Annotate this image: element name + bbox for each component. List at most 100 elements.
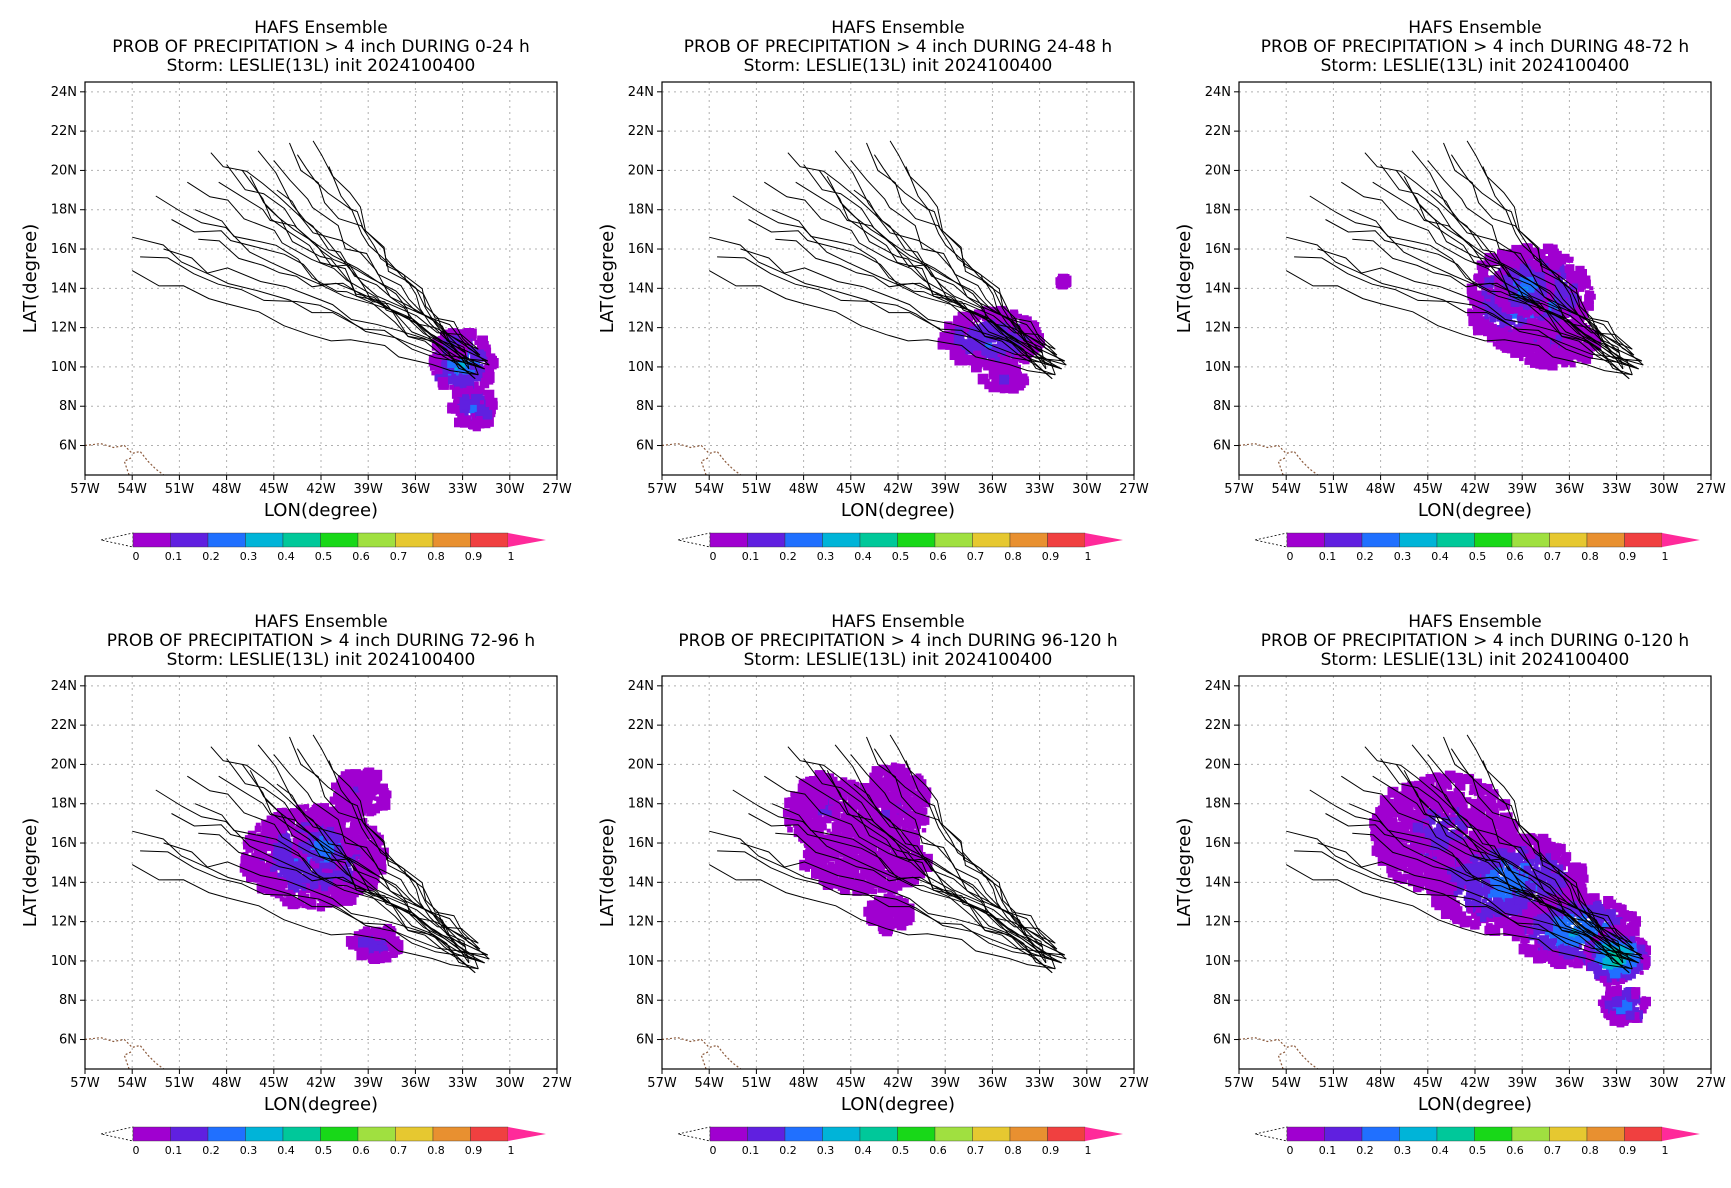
prob-cell (790, 794, 802, 806)
x-tick-label: 30W (1072, 1076, 1102, 1091)
prob-cell (894, 775, 900, 780)
prob-cell (854, 854, 859, 859)
prob-cell (1529, 359, 1539, 368)
prob-cell (881, 898, 892, 909)
prob-cell (1584, 290, 1590, 295)
prob-cell (897, 858, 903, 865)
prob-cell (833, 801, 845, 813)
prob-cell (352, 872, 363, 884)
prob-cell (270, 866, 276, 872)
prob-cell (1514, 333, 1523, 342)
prob-cell (799, 859, 810, 871)
prob-cell (1561, 361, 1568, 368)
y-tick-label: 10N (628, 360, 654, 375)
prob-cell (989, 369, 1000, 380)
prob-cell (1511, 244, 1521, 254)
colorbar-segment (1511, 532, 1550, 548)
prob-cell (347, 886, 359, 898)
prob-cell (335, 814, 346, 825)
prob-cell (317, 835, 324, 842)
prob-cell (889, 767, 897, 774)
y-tick-label: 18N (628, 203, 654, 218)
prob-cell (1529, 259, 1538, 268)
colorbar-tick-label: 0.2 (1356, 550, 1374, 563)
colorbar-tick-label: 0 (1287, 550, 1294, 563)
prob-cell (301, 884, 307, 889)
prob-cell (1535, 280, 1546, 291)
prob-cell (1456, 808, 1466, 817)
prob-cell (331, 890, 339, 899)
prob-cell (1536, 277, 1541, 282)
colorbar-segment (934, 1126, 973, 1142)
ensemble-track (249, 770, 476, 974)
prob-cell (1584, 300, 1594, 311)
prob-cell (879, 802, 885, 808)
prob-cell (283, 856, 290, 863)
prob-cell (302, 869, 311, 878)
ensemble-track (198, 238, 479, 350)
ensemble-track (1427, 160, 1639, 370)
prob-cell (452, 379, 463, 391)
colorbar-tick-label: 0.5 (315, 1144, 333, 1157)
prob-cell (1424, 809, 1434, 819)
prob-cell (904, 911, 915, 923)
prob-cell (820, 861, 827, 868)
colorbar-segment (1586, 532, 1625, 548)
prob-cell (801, 816, 813, 828)
prob-cell (1552, 280, 1563, 290)
prob-cell (267, 822, 279, 833)
prob-cell (944, 321, 953, 330)
prob-cell (458, 349, 466, 356)
ensemble-track (1482, 166, 1633, 375)
prob-cell (1544, 348, 1555, 359)
prob-cell (1397, 861, 1408, 871)
prob-cell (852, 842, 857, 847)
prob-cell (1550, 344, 1559, 352)
prob-cell (912, 845, 924, 856)
prob-cell (447, 359, 456, 368)
prob-cell (904, 909, 909, 914)
prob-cell (311, 858, 319, 866)
prob-cell (341, 867, 352, 879)
prob-cell (356, 792, 365, 801)
prob-cell (261, 826, 272, 837)
prob-cell (884, 781, 893, 790)
prob-cell (905, 814, 912, 821)
prob-cell (1007, 363, 1016, 372)
x-tick-label: 57W (647, 1076, 677, 1091)
prob-cell (323, 869, 333, 879)
prob-cell (887, 793, 893, 799)
colorbar-tick-label: 0.4 (854, 550, 872, 563)
prob-cell (873, 913, 880, 920)
prob-cell (986, 327, 991, 331)
prob-cell (905, 860, 910, 865)
prob-cell (1055, 277, 1067, 289)
prob-cell (1489, 315, 1497, 323)
prob-cell (806, 785, 817, 797)
prob-cell (1509, 310, 1519, 319)
prob-cell (455, 411, 460, 416)
prob-cell (308, 901, 315, 908)
x-tick-label: 51W (1319, 482, 1349, 497)
prob-cell (869, 839, 878, 848)
ensemble-track (273, 754, 485, 964)
prob-cell (266, 815, 275, 824)
prob-cell (1542, 272, 1550, 279)
prob-cell (844, 874, 854, 885)
colorbar-segment (784, 532, 823, 548)
prob-cell (965, 346, 974, 355)
prob-cell (908, 779, 916, 787)
x-tick-label: 36W (1555, 482, 1585, 497)
prob-cell (433, 358, 442, 367)
prob-cell (918, 796, 925, 803)
prob-cell (329, 797, 338, 805)
prob-cell (1492, 289, 1498, 295)
prob-cell (999, 322, 1007, 330)
prob-cell (1470, 798, 1479, 808)
chart-title-line1: HAFS Ensemble (254, 18, 387, 38)
prob-cell (922, 800, 929, 807)
y-tick-label: 14N (628, 875, 654, 890)
prob-cell (818, 874, 828, 884)
prob-cell (877, 797, 888, 808)
prob-cell (997, 337, 1008, 348)
